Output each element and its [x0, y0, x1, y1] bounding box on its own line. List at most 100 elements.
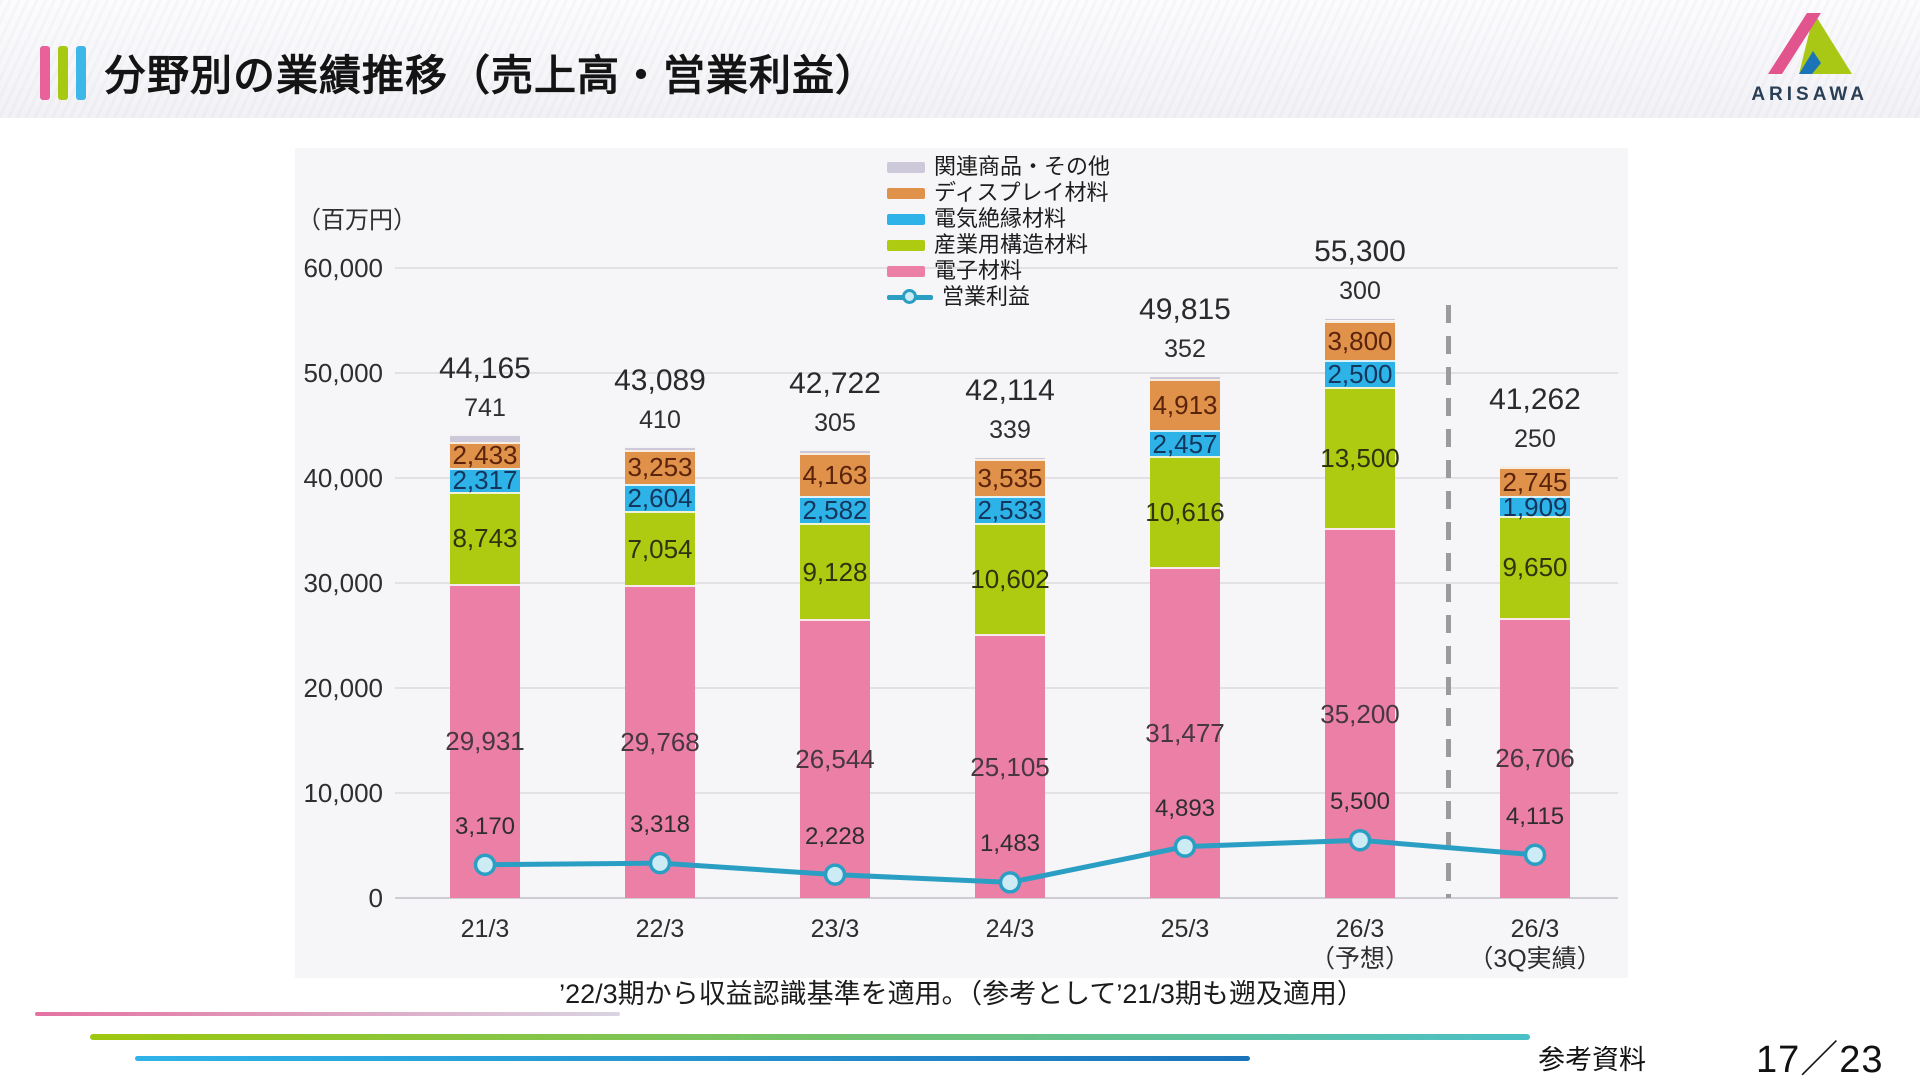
total-label: 44,165	[439, 352, 531, 386]
arisawa-logo: ARISAWA	[1751, 10, 1868, 106]
segment-value-label: 3,535	[977, 463, 1043, 494]
gridline	[395, 372, 1618, 374]
gridline	[395, 897, 1618, 899]
bar-segment: 26,706	[1495, 617, 1575, 898]
subtotal-label: 352	[1164, 334, 1206, 363]
segment-value-label: 2,745	[1502, 467, 1568, 498]
segment-value-label: 31,477	[1145, 718, 1225, 749]
bar-segment	[625, 445, 695, 450]
forecast-separator	[1445, 305, 1451, 898]
bar-segment: 2,533	[975, 495, 1045, 525]
legend-swatch	[887, 239, 925, 251]
bar-segment: 2,457	[1150, 429, 1220, 459]
legend-item: 電気絶縁材料	[887, 206, 1110, 232]
subtotal-label: 305	[814, 409, 856, 438]
legend-label: 電子材料	[934, 258, 1023, 283]
y-axis-label: 0	[368, 883, 383, 913]
segment-value-label: 1,909	[1502, 491, 1568, 522]
bar-segment: 3,253	[625, 449, 695, 485]
bar-segment: 4,913	[1150, 378, 1220, 431]
bar-segment	[1325, 317, 1395, 321]
line-value-label: 2,228	[804, 822, 866, 850]
bar-segment	[1500, 464, 1570, 468]
segment-value-label: 8,743	[452, 523, 518, 554]
bar-segment: 2,433	[450, 440, 520, 471]
segment-value-label: 9,128	[802, 556, 868, 587]
total-label: 49,815	[1139, 292, 1231, 326]
bar-segment: 2,582	[800, 495, 870, 525]
legend-label: 電気絶縁材料	[934, 206, 1067, 231]
segment-value-label: 29,931	[445, 726, 525, 757]
segment-value-label: 2,433	[452, 440, 518, 471]
bar-segment: 3,535	[975, 459, 1045, 497]
bar-segment	[800, 449, 870, 453]
page-title: 分野別の業績推移（売上高・営業利益）	[104, 52, 879, 99]
footer-label: 参考資料	[1538, 1045, 1646, 1075]
legend-item: ディスプレイ材料	[887, 180, 1110, 206]
line-value-label: 3,318	[629, 811, 691, 839]
segment-value-label: 25,105	[970, 751, 1050, 782]
segment-value-label: 4,913	[1152, 389, 1218, 420]
segment-value-label: 26,706	[1495, 743, 1575, 774]
y-axis-label: 30,000	[303, 568, 383, 598]
legend-item: 産業用構造材料	[887, 232, 1110, 258]
bar-segment: 3,800	[1325, 320, 1395, 361]
bar-segment: 10,602	[970, 523, 1050, 635]
subtotal-label: 741	[464, 394, 506, 423]
total-label: 42,114	[965, 373, 1055, 407]
total-label: 55,300	[1314, 235, 1406, 269]
bar-segment: 9,128	[800, 523, 870, 620]
segment-value-label: 7,054	[627, 533, 693, 564]
segment-value-label: 4,163	[802, 459, 868, 490]
chart-plot-area: 0 10,000 20,000 30,000 40,000 50,000 60,000 （百万…	[295, 148, 1628, 978]
subtotal-label: 410	[639, 405, 681, 434]
legend-label: ディスプレイ材料	[934, 180, 1109, 205]
segment-value-label: 35,200	[1320, 698, 1400, 729]
bar-segment: 2,604	[625, 483, 695, 514]
x-axis-label: 21/3	[460, 915, 510, 943]
decorative-line-blue	[135, 1056, 1250, 1061]
x-axis-sublabel: （予想）	[1309, 945, 1410, 973]
segment-value-label: 10,602	[970, 564, 1050, 595]
bar-segment: 26,544	[795, 619, 875, 898]
chart-legend: 関連商品・その他 ディスプレイ材料 電気絶縁材料 産業用構造材料 電子材料 営業利益	[887, 154, 1110, 310]
segment-value-label: 26,544	[795, 744, 875, 775]
segment-value-label: 29,768	[620, 727, 700, 758]
header-band: 分野別の業績推移（売上高・営業利益） ARISAWA	[0, 0, 1920, 118]
bar-segment: 31,477	[1145, 567, 1225, 898]
legend-swatch	[887, 213, 925, 225]
line-value-label: 4,115	[1505, 802, 1565, 830]
line-value-label: 5,500	[1329, 788, 1391, 816]
title-block: 分野別の業績推移（売上高・営業利益）	[40, 42, 878, 103]
bar-segment: 35,200	[1320, 528, 1400, 898]
segment-value-label: 13,500	[1320, 443, 1400, 474]
y-axis-label: 40,000	[303, 463, 383, 493]
legend-label: 営業利益	[942, 284, 1031, 309]
x-axis-label: 26/3	[1335, 915, 1385, 943]
segment-value-label: 3,800	[1327, 325, 1393, 356]
bar-segment	[975, 455, 1045, 460]
y-axis-label: 20,000	[303, 673, 383, 703]
footnote: ’22/3期から収益認識基準を適用。（参考として’21/3期も遡及適用）	[559, 979, 1364, 1009]
arisawa-logo-text: ARISAWA	[1751, 84, 1868, 105]
legend-item: 関連商品・その他	[887, 154, 1110, 180]
decorative-line-green	[90, 1034, 1530, 1040]
legend-swatch	[887, 289, 933, 305]
y-axis-unit-label: （百万円）	[297, 207, 417, 234]
segment-value-label: 9,650	[1502, 552, 1568, 583]
bar-segment: 29,768	[620, 585, 700, 898]
line-value-label: 1,483	[979, 830, 1041, 858]
segment-value-label: 2,604	[627, 483, 693, 514]
total-label: 41,262	[1489, 382, 1581, 416]
legend-swatch	[887, 187, 925, 199]
bar-segment: 7,054	[625, 511, 695, 586]
x-axis-sublabel: （3Q実績）	[1468, 945, 1602, 973]
bar-segment: 2,500	[1325, 359, 1395, 389]
subtotal-label: 339	[989, 415, 1031, 444]
legend-swatch	[887, 265, 925, 277]
line-value-label: 3,170	[454, 812, 516, 840]
segment-value-label: 2,500	[1327, 359, 1393, 390]
y-axis-label: 60,000	[303, 253, 383, 283]
segment-value-label: 10,616	[1145, 497, 1225, 528]
